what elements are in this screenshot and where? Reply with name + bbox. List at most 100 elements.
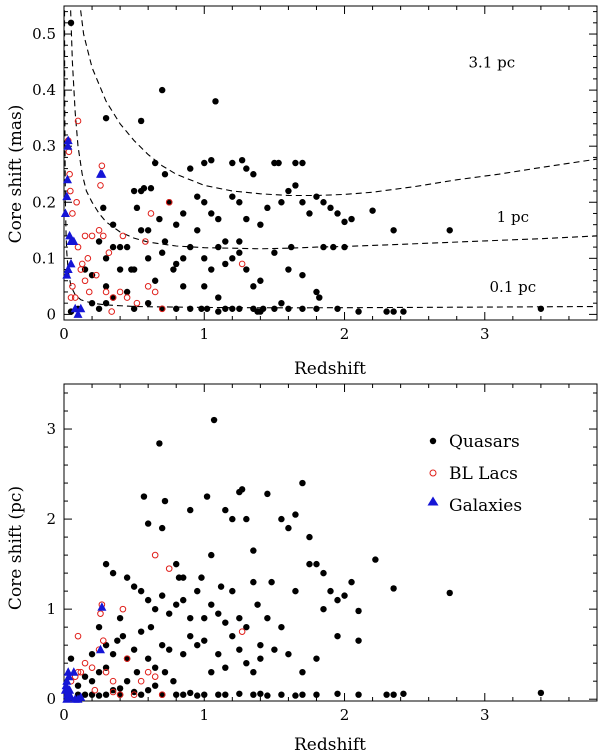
core-shift-mas-panel: 0 1 2 3 0 0.1 0.2 0.3 0.4 0.5 Redshift Core shift… [6, 5, 598, 379]
curve-3-1-pc [79, 6, 597, 197]
bllac-point [151, 551, 159, 559]
quasar-point [161, 668, 169, 676]
bllac-point [102, 668, 110, 676]
quasar-point [537, 305, 545, 312]
quasar-point [271, 646, 278, 653]
quasar-point [313, 560, 320, 568]
quasar-point [243, 266, 250, 273]
quasar-point [341, 218, 348, 226]
quasar-point [264, 692, 271, 699]
bllac-point [119, 232, 127, 240]
y-axis-title-bottom: Core shift (pc) [6, 486, 26, 610]
bllac-point [137, 677, 145, 685]
legend-marker-galaxies [427, 496, 439, 506]
quasar-point [161, 238, 169, 245]
x-axis-title-top: Redshift [294, 359, 366, 379]
quasar-point [215, 294, 222, 301]
quasar-point [180, 596, 187, 604]
y-axis-title-top: Core shift (mas) [6, 105, 26, 244]
quasar-point [334, 596, 341, 604]
quasar-point [130, 646, 138, 653]
bllac-point [99, 637, 107, 644]
quasar-point [243, 623, 250, 631]
quasar-point [158, 86, 166, 94]
quasar-point [201, 199, 208, 206]
quasar-point [236, 646, 243, 653]
quasar-point [215, 308, 222, 315]
quasar-point [88, 677, 96, 685]
quasar-point [278, 623, 285, 631]
quasar-point [372, 556, 379, 563]
quasar-point [537, 689, 545, 697]
quasar-point [278, 515, 285, 523]
bllac-point [91, 686, 99, 694]
quasar-point [151, 682, 159, 689]
x-tick-label: 2 [340, 706, 350, 724]
y-tick-label: 0.3 [32, 137, 56, 155]
bllac-point [105, 249, 113, 257]
quasar-point [165, 199, 173, 206]
quasar-point [215, 650, 222, 658]
galaxy-point [61, 680, 71, 690]
quasar-point [147, 623, 155, 631]
quasar-point [264, 614, 271, 622]
bllac-point [69, 210, 76, 217]
quasar-point [299, 199, 306, 206]
quasar-point [137, 587, 145, 595]
quasar-point [175, 574, 183, 581]
quasar-point [229, 305, 236, 312]
quasar-point [222, 691, 229, 698]
quasar-point [194, 227, 201, 234]
bllac-point [81, 659, 89, 667]
galaxy-point [63, 135, 73, 145]
bllac-point [238, 628, 246, 635]
quasar-point [144, 227, 152, 234]
bllac-point [67, 187, 74, 195]
quasar-point [299, 159, 306, 167]
quasar-point [313, 288, 320, 296]
quasar-point [180, 691, 187, 698]
x-tick-label: 3 [480, 325, 490, 343]
quasar-point [156, 215, 163, 223]
quasar-point [81, 691, 89, 698]
quasar-point [264, 490, 271, 498]
quasar-point [250, 691, 257, 698]
quasar-point [341, 243, 348, 251]
quasar-point [95, 692, 103, 699]
quasar-point [390, 308, 397, 315]
bllac-point [97, 610, 104, 617]
y-tick-label: 0 [46, 690, 56, 708]
x-tick-label: 1 [199, 706, 209, 724]
galaxy-point [66, 258, 76, 268]
bllac-point [165, 565, 173, 572]
bllac-point [116, 691, 124, 698]
quasar-point [116, 243, 124, 251]
bllac-point [109, 677, 117, 685]
quasar-point [165, 646, 173, 653]
quasar-point [313, 691, 320, 698]
quasar-point [194, 587, 201, 595]
quasar-point [130, 187, 138, 195]
quasar-point [151, 664, 159, 671]
quasar-point [316, 294, 323, 301]
quasar-point [285, 187, 292, 195]
quasar-point [355, 691, 362, 698]
bllac-point [130, 691, 138, 698]
x-tick-label: 1 [199, 325, 209, 343]
quasar-point [102, 283, 110, 290]
bllac-point [66, 170, 73, 178]
bllac-point [109, 688, 117, 696]
bllac-point [74, 117, 82, 125]
quasar-point [102, 691, 110, 698]
quasar-point [446, 589, 453, 597]
quasar-point [236, 249, 243, 256]
quasar-point [173, 560, 180, 568]
quasar-point [306, 533, 313, 541]
quasar-point [320, 199, 327, 206]
quasar-point [187, 632, 194, 640]
quasar-point [144, 520, 152, 527]
quasar-point [355, 607, 362, 615]
quasar-point [95, 238, 103, 245]
bllac-point [108, 308, 115, 315]
bllac-point [142, 238, 149, 245]
